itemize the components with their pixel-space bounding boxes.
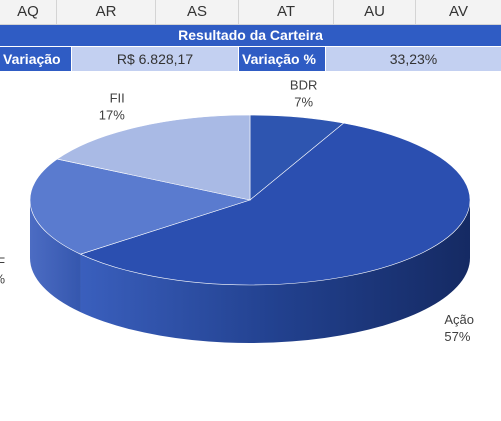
pie-label-bdr: BDR xyxy=(290,78,317,93)
variation-pct-label-cell[interactable]: Variação % xyxy=(239,47,325,71)
pie-pct-bdr: 7% xyxy=(294,95,313,110)
column-header-at[interactable]: AT xyxy=(239,0,334,24)
pie-label-fii: FII xyxy=(110,90,125,105)
pie-label-etf: ETF xyxy=(0,254,5,269)
pie-pct-acao: 57% xyxy=(444,329,470,344)
column-header-aq[interactable]: AQ xyxy=(0,0,57,24)
pie-chart-svg: BDR 7% Ação 57% ETF 19% FII 17% xyxy=(0,78,474,344)
variation-label-cell[interactable]: Variação xyxy=(0,47,71,71)
column-header-as[interactable]: AS xyxy=(156,0,239,24)
variation-value-cell[interactable]: R$ 6.828,17 xyxy=(72,47,238,71)
pie-label-acao: Ação xyxy=(444,312,474,327)
pie-side-etf xyxy=(30,200,81,313)
column-header-ar[interactable]: AR xyxy=(57,0,156,24)
pie-pct-fii: 17% xyxy=(99,107,125,122)
pie-pct-etf: 19% xyxy=(0,271,6,286)
results-title-cell[interactable]: Resultado da Carteira xyxy=(0,25,501,46)
column-header-av[interactable]: AV xyxy=(449,3,468,20)
column-headers: AQ AR AS AT AU AV xyxy=(0,0,501,25)
variation-pct-value-cell[interactable]: 33,23% xyxy=(326,47,501,71)
column-header-au[interactable]: AU xyxy=(334,0,416,24)
variation-row: Variação R$ 6.828,17 Variação % 33,23% xyxy=(0,47,501,71)
pie-chart[interactable]: BDR 7% Ação 57% ETF 19% FII 17% xyxy=(0,72,501,416)
pie-slice-fii[interactable] xyxy=(56,114,251,201)
pie-slice-etf[interactable] xyxy=(29,158,252,255)
pie-slice-acao[interactable] xyxy=(79,122,471,286)
pie-side-acao xyxy=(80,200,470,343)
